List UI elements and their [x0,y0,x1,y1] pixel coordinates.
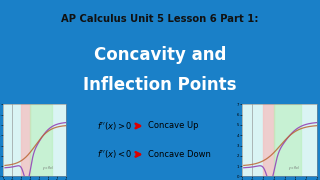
Bar [274,104,301,176]
Text: Concavity and: Concavity and [94,46,226,64]
Bar [30,104,52,176]
Bar [21,104,30,176]
Text: Concave Up: Concave Up [148,122,198,130]
Text: $f''(x) < 0$: $f''(x) < 0$ [97,148,133,160]
Bar [263,104,274,176]
Text: $y = f(x)$: $y = f(x)$ [288,164,300,172]
Text: AP Calculus Unit 5 Lesson 6 Part 1:: AP Calculus Unit 5 Lesson 6 Part 1: [61,14,259,24]
Text: $f''(x) > 0$: $f''(x) > 0$ [97,120,133,132]
Text: $y = f(x)$: $y = f(x)$ [42,164,54,172]
Text: Concave Down: Concave Down [148,150,211,159]
Text: Inflection Points: Inflection Points [83,76,237,94]
